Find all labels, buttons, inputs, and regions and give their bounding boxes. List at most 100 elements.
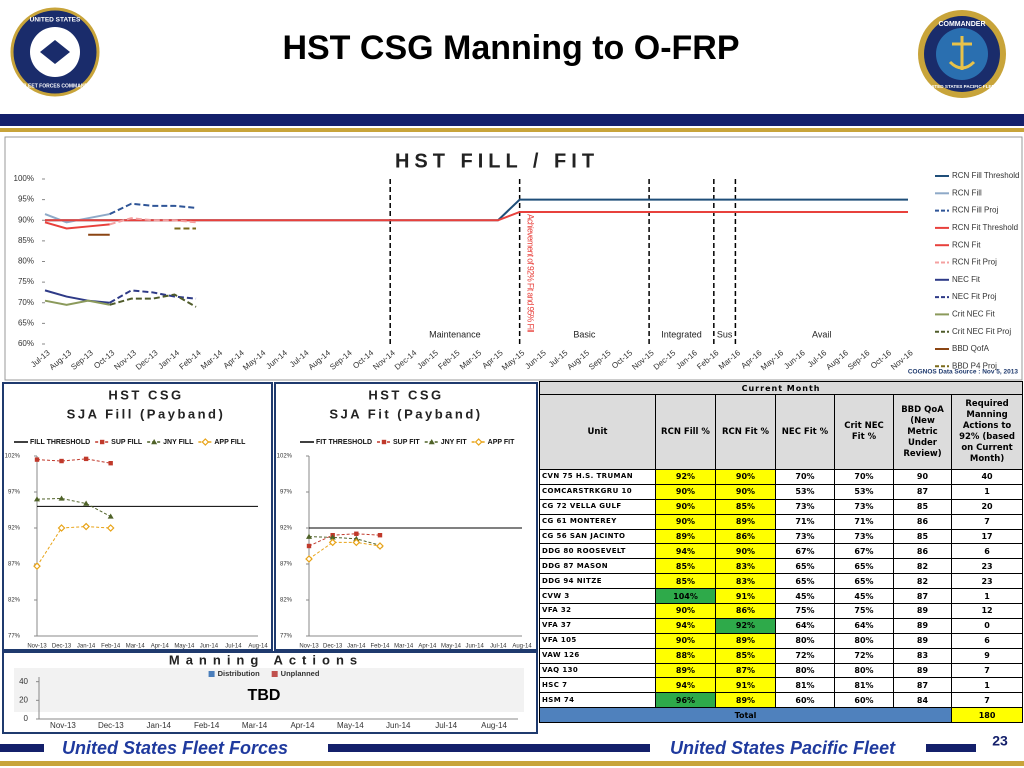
phase-label: Maintenance bbox=[429, 329, 481, 339]
marker bbox=[354, 531, 359, 536]
value-cell: 65% bbox=[834, 558, 894, 575]
logo-text: UNITED STATES PACIFIC FLEET bbox=[927, 84, 998, 89]
header-rule bbox=[0, 128, 1024, 132]
unit-cell: DDG 87 MASON bbox=[539, 558, 656, 575]
legend-label: Crit NEC Fit bbox=[952, 310, 995, 319]
phase-label: Sus bbox=[717, 329, 733, 339]
chart-title: Manning Actions bbox=[169, 652, 363, 667]
legend-label: APP FILL bbox=[214, 439, 246, 446]
value-cell: 89% bbox=[715, 692, 776, 709]
value-cell: 87 bbox=[893, 588, 952, 605]
marker bbox=[58, 495, 65, 501]
value-cell: 89% bbox=[655, 662, 716, 679]
series-line bbox=[109, 217, 197, 226]
x-tick-label: Nov-13 bbox=[27, 644, 47, 650]
table-row: CVN 75 H.S. TRUMAN 92% 90% 70% 70% 90 40 bbox=[539, 469, 1024, 485]
value-cell: 73% bbox=[834, 528, 894, 545]
value-cell: 87 bbox=[893, 677, 952, 694]
value-cell: 64% bbox=[775, 617, 835, 634]
series-line bbox=[109, 289, 197, 304]
unit-cell: VAQ 130 bbox=[539, 662, 656, 679]
x-tick-label: Jun-14 bbox=[386, 721, 411, 730]
value-cell: 60% bbox=[834, 692, 894, 709]
table-row: VAW 126 88% 85% 72% 72% 83 9 bbox=[539, 647, 1024, 664]
header-band bbox=[0, 114, 1024, 126]
value-cell: 80% bbox=[775, 662, 835, 679]
series-line bbox=[308, 533, 381, 547]
value-cell: 86% bbox=[715, 528, 776, 545]
value-cell: 23 bbox=[950, 558, 1024, 575]
x-tick-label: Feb-14 bbox=[370, 644, 390, 650]
x-tick-label: Jun-14 bbox=[200, 644, 219, 650]
marker bbox=[34, 496, 40, 502]
value-cell: 71% bbox=[775, 513, 835, 530]
y-tick-label: 85% bbox=[18, 236, 34, 245]
legend-label: FIT THRESHOLD bbox=[316, 439, 372, 446]
value-cell: 82 bbox=[893, 573, 952, 590]
legend-label: NEC Fit bbox=[952, 275, 981, 284]
y-tick-label: 60% bbox=[18, 339, 34, 348]
value-cell: 73% bbox=[775, 528, 835, 545]
value-cell: 1 bbox=[950, 677, 1024, 694]
value-cell: 81% bbox=[834, 677, 894, 694]
value-cell: 1 bbox=[950, 483, 1024, 500]
marker bbox=[151, 439, 158, 445]
chart-title: HST FILL / FIT bbox=[395, 150, 599, 172]
value-cell: 85% bbox=[715, 498, 776, 515]
unit-cell: DDG 80 ROOSEVELT bbox=[539, 543, 656, 560]
series-line bbox=[308, 536, 381, 546]
fill-chart-panel bbox=[2, 382, 273, 651]
table-row: CG 56 SAN JACINTO 89% 86% 73% 73% 85 17 bbox=[539, 528, 1024, 545]
table-row: HSC 7 94% 91% 81% 81% 87 1 bbox=[539, 677, 1024, 694]
table-row: HSM 74 96% 89% 60% 60% 84 7 bbox=[539, 692, 1024, 709]
x-tick-label: Jul-14 bbox=[435, 721, 457, 730]
y-tick-label: 102% bbox=[277, 454, 293, 460]
footer-bar bbox=[0, 744, 44, 752]
logo-text: COMMANDER bbox=[938, 21, 985, 28]
x-tick-label: Dec-13 bbox=[323, 644, 343, 650]
table-row: CG 72 VELLA GULF 90% 85% 73% 73% 85 20 bbox=[539, 498, 1024, 515]
left-logo: UNITED STATES FLEET FORCES COMMAND bbox=[10, 7, 100, 97]
value-cell: 67% bbox=[775, 543, 835, 560]
x-tick-label: May-14 bbox=[174, 644, 195, 650]
footer-bar bbox=[926, 744, 976, 752]
table-row: VFA 37 94% 92% 64% 64% 89 0 bbox=[539, 617, 1024, 634]
unit-cell: HSC 7 bbox=[539, 677, 656, 694]
legend-swatch bbox=[271, 671, 278, 677]
x-tick-label: Aug-14 bbox=[248, 644, 268, 650]
value-cell: 92% bbox=[655, 469, 716, 485]
unit-cell: VAW 126 bbox=[539, 647, 656, 664]
column-header: Unit bbox=[539, 394, 656, 470]
marker bbox=[57, 524, 66, 532]
legend-label: JNY FIT bbox=[441, 439, 468, 446]
logo-text: UNITED STATES bbox=[30, 17, 81, 24]
marker bbox=[329, 534, 336, 540]
y-tick-label: 77% bbox=[280, 634, 293, 640]
value-cell: 65% bbox=[775, 573, 835, 590]
value-cell: 89% bbox=[715, 513, 776, 530]
value-cell: 6 bbox=[950, 543, 1024, 560]
value-cell: 12 bbox=[950, 603, 1024, 619]
marker bbox=[377, 533, 383, 538]
y-tick-label: 97% bbox=[280, 490, 293, 496]
value-cell: 72% bbox=[834, 647, 894, 664]
y-tick-label: 75% bbox=[18, 277, 34, 286]
value-cell: 90% bbox=[715, 543, 776, 560]
column-header: Required Manning Actions to 92% (based o… bbox=[950, 394, 1024, 470]
legend-label: Crit NEC Fit Proj bbox=[952, 327, 1011, 336]
value-cell: 64% bbox=[834, 617, 894, 634]
value-cell: 91% bbox=[715, 677, 776, 694]
chart-title: HST CSG bbox=[108, 387, 183, 402]
value-cell: 90% bbox=[655, 483, 716, 500]
main-chart-panel bbox=[4, 136, 1023, 381]
table-row: VAQ 130 89% 87% 80% 80% 89 7 bbox=[539, 662, 1024, 679]
y-tick-label: 82% bbox=[280, 598, 293, 604]
y-tick-label: 102% bbox=[5, 454, 21, 460]
y-tick-label: 100% bbox=[14, 174, 34, 183]
marker bbox=[106, 524, 115, 532]
series-line bbox=[44, 299, 110, 306]
value-cell: 89 bbox=[893, 632, 952, 649]
x-tick-label: Nov-13 bbox=[50, 721, 76, 730]
value-cell: 84 bbox=[893, 692, 952, 709]
y-tick-label: 87% bbox=[8, 562, 21, 568]
